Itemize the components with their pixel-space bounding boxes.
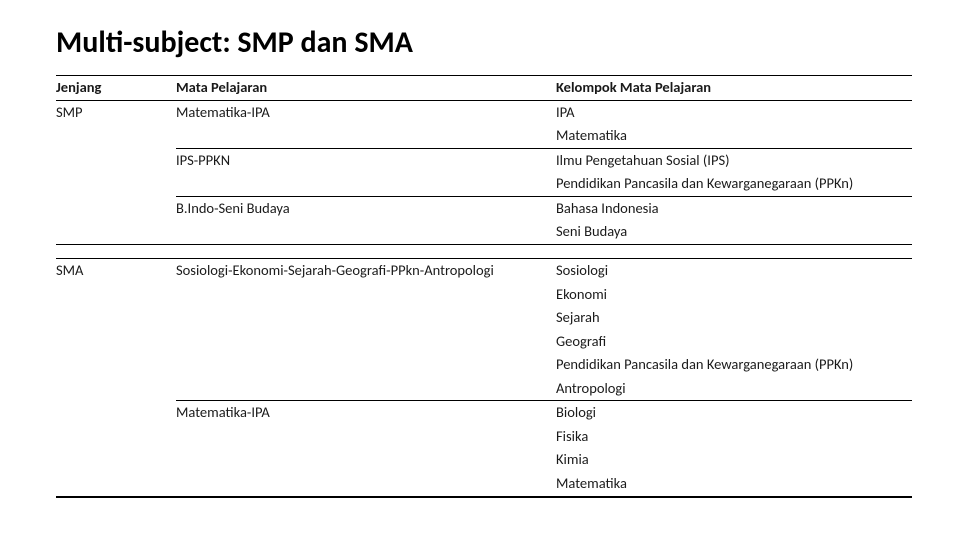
spacer-cell bbox=[556, 245, 912, 259]
jenjang-cell: SMA bbox=[56, 259, 176, 283]
mapel-cell bbox=[176, 124, 556, 149]
kelompok-cell: Sejarah bbox=[556, 306, 912, 330]
table-row: B.Indo-Seni Budaya Bahasa Indonesia bbox=[56, 197, 912, 221]
jenjang-cell bbox=[56, 425, 176, 449]
mapel-cell: Sosiologi-Ekonomi-Sejarah-Geografi-PPkn-… bbox=[176, 259, 556, 283]
table-row: Fisika bbox=[56, 425, 912, 449]
page-title: Multi-subject: SMP dan SMA bbox=[56, 24, 912, 61]
mapel-cell: Matematika-IPA bbox=[176, 401, 556, 425]
page: Multi-subject: SMP dan SMA Jenjang Mata … bbox=[0, 0, 960, 522]
kelompok-cell: Ilmu Pengetahuan Sosial (IPS) bbox=[556, 149, 912, 173]
mapel-cell bbox=[176, 306, 556, 330]
jenjang-cell: SMP bbox=[56, 101, 176, 125]
mapel-cell: IPS-PPKN bbox=[176, 149, 556, 173]
kelompok-cell: Pendidikan Pancasila dan Kewarganegaraan… bbox=[556, 172, 912, 197]
kelompok-cell: Bahasa Indonesia bbox=[556, 197, 912, 221]
kelompok-cell: Matematika bbox=[556, 472, 912, 498]
header-kelompok: Kelompok Mata Pelajaran bbox=[556, 76, 912, 100]
table-row: IPS-PPKN Ilmu Pengetahuan Sosial (IPS) bbox=[56, 149, 912, 173]
mapel-cell: Matematika-IPA bbox=[176, 101, 556, 125]
jenjang-cell bbox=[56, 472, 176, 498]
kelompok-cell: Kimia bbox=[556, 448, 912, 472]
jenjang-cell bbox=[56, 330, 176, 354]
table-row: Matematika bbox=[56, 124, 912, 149]
kelompok-cell: Biologi bbox=[556, 401, 912, 425]
kelompok-cell: Sosiologi bbox=[556, 259, 912, 283]
table-header-row: Jenjang Mata Pelajaran Kelompok Mata Pel… bbox=[56, 75, 912, 101]
jenjang-cell bbox=[56, 124, 176, 149]
header-mapel: Mata Pelajaran bbox=[176, 76, 556, 100]
table-row: SMA Sosiologi-Ekonomi-Sejarah-Geografi-P… bbox=[56, 259, 912, 283]
kelompok-cell: Pendidikan Pancasila dan Kewarganegaraan… bbox=[556, 353, 912, 377]
mapel-cell bbox=[176, 472, 556, 498]
kelompok-cell: IPA bbox=[556, 101, 912, 125]
mapel-cell bbox=[176, 220, 556, 245]
mapel-cell bbox=[176, 283, 556, 307]
kelompok-cell: Ekonomi bbox=[556, 283, 912, 307]
jenjang-cell bbox=[56, 149, 176, 173]
jenjang-cell bbox=[56, 306, 176, 330]
table-row: Ekonomi bbox=[56, 283, 912, 307]
table-row: Antropologi bbox=[56, 377, 912, 402]
mapel-cell bbox=[176, 172, 556, 197]
table-row: Matematika-IPA Biologi bbox=[56, 401, 912, 425]
subject-table: Jenjang Mata Pelajaran Kelompok Mata Pel… bbox=[56, 75, 912, 498]
jenjang-cell bbox=[56, 353, 176, 377]
jenjang-cell bbox=[56, 220, 176, 245]
jenjang-cell bbox=[56, 172, 176, 197]
table-row: Pendidikan Pancasila dan Kewarganegaraan… bbox=[56, 353, 912, 377]
jenjang-cell bbox=[56, 448, 176, 472]
table-row: Pendidikan Pancasila dan Kewarganegaraan… bbox=[56, 172, 912, 197]
mapel-cell bbox=[176, 330, 556, 354]
kelompok-cell: Seni Budaya bbox=[556, 220, 912, 245]
spacer-cell bbox=[176, 245, 556, 259]
jenjang-cell bbox=[56, 401, 176, 425]
table-row: Sejarah bbox=[56, 306, 912, 330]
header-jenjang: Jenjang bbox=[56, 76, 176, 100]
jenjang-cell bbox=[56, 283, 176, 307]
kelompok-cell: Fisika bbox=[556, 425, 912, 449]
jenjang-cell bbox=[56, 197, 176, 221]
kelompok-cell: Antropologi bbox=[556, 377, 912, 402]
jenjang-cell bbox=[56, 377, 176, 402]
mapel-cell: B.Indo-Seni Budaya bbox=[176, 197, 556, 221]
kelompok-cell: Geografi bbox=[556, 330, 912, 354]
spacer-cell bbox=[56, 245, 176, 259]
kelompok-cell: Matematika bbox=[556, 124, 912, 149]
mapel-cell bbox=[176, 353, 556, 377]
section-spacer bbox=[56, 245, 912, 259]
table-row: Matematika bbox=[56, 472, 912, 498]
mapel-cell bbox=[176, 448, 556, 472]
table-row: Kimia bbox=[56, 448, 912, 472]
table-row: SMP Matematika-IPA IPA bbox=[56, 101, 912, 125]
table-row: Seni Budaya bbox=[56, 220, 912, 245]
table-row: Geografi bbox=[56, 330, 912, 354]
mapel-cell bbox=[176, 377, 556, 402]
mapel-cell bbox=[176, 425, 556, 449]
